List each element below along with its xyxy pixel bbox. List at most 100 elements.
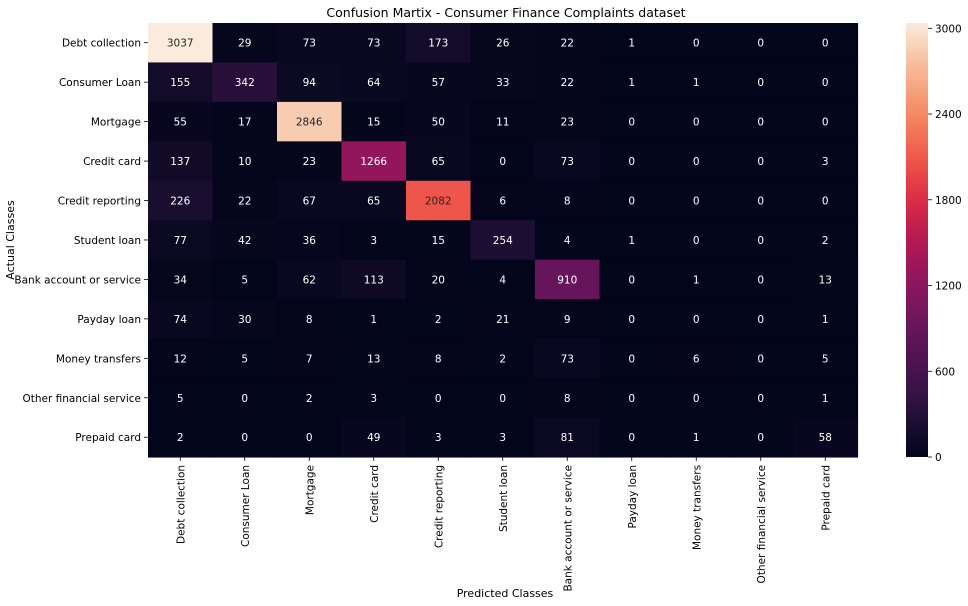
heatmap-cell (148, 141, 214, 182)
heatmap-cell (277, 180, 343, 221)
heatmap-cell (599, 23, 665, 64)
cell-value: 4 (499, 274, 506, 286)
cell-value: 4 (564, 235, 571, 247)
heatmap-cell (470, 101, 536, 142)
cell-value: 73 (367, 38, 380, 50)
heatmap-cell (793, 23, 859, 64)
cell-value: 0 (628, 196, 635, 208)
heatmap-cell (599, 220, 665, 261)
heatmap-cell (470, 417, 536, 458)
cell-value: 1 (693, 77, 700, 89)
heatmap-cell (406, 299, 472, 340)
cell-value: 74 (174, 314, 188, 326)
heatmap-cell (793, 62, 859, 103)
heatmap-cell (728, 378, 794, 419)
heatmap-cell (470, 62, 536, 103)
column-label: Payday loan (627, 465, 639, 529)
cell-value: 254 (493, 235, 513, 247)
cell-value: 113 (364, 274, 384, 286)
heatmap-cell (664, 259, 730, 300)
cell-value: 8 (435, 353, 442, 365)
heatmap-cell (212, 220, 278, 261)
colorbar-tick-label: 0 (935, 452, 942, 464)
heatmap-cell (341, 220, 407, 261)
cell-value: 0 (628, 314, 635, 326)
cell-value: 2846 (296, 117, 323, 129)
heatmap-cell (470, 23, 536, 64)
column-label: Money transfers (691, 465, 703, 550)
heatmap-cell (277, 23, 343, 64)
cell-value: 29 (238, 38, 251, 50)
cell-value: 0 (628, 353, 635, 365)
cell-value: 3 (370, 235, 377, 247)
cell-value: 33 (496, 77, 509, 89)
heatmap-cell (406, 101, 472, 142)
heatmap-cells (148, 23, 859, 458)
cell-value: 57 (432, 77, 445, 89)
cell-value: 0 (499, 156, 506, 168)
heatmap-cell (793, 259, 859, 300)
cell-value: 0 (693, 117, 700, 129)
cell-value: 0 (628, 393, 635, 405)
heatmap-cell (664, 220, 730, 261)
heatmap-cell (535, 417, 601, 458)
cell-value: 42 (238, 235, 251, 247)
heatmap-cell (406, 259, 472, 300)
heatmap-cell (599, 141, 665, 182)
heatmap-cell (728, 259, 794, 300)
x-axis-label: Predicted Classes (457, 587, 554, 600)
cell-value: 64 (367, 77, 381, 89)
heatmap-cell (148, 180, 214, 221)
heatmap-cell (535, 299, 601, 340)
heatmap-cell (535, 23, 601, 64)
colorbar-ticks: 0 600 1200 1800 2400 3000 (928, 23, 962, 464)
cell-value: 55 (174, 117, 187, 129)
cell-value: 13 (367, 353, 380, 365)
heatmap-cell (664, 417, 730, 458)
heatmap-cell (277, 259, 343, 300)
cell-value: 1 (822, 393, 829, 405)
cell-value: 23 (303, 156, 316, 168)
heatmap-cell (406, 220, 472, 261)
cell-value: 0 (628, 156, 635, 168)
heatmap-cell (470, 141, 536, 182)
heatmap-cell (535, 220, 601, 261)
heatmap-cell (470, 378, 536, 419)
heatmap-cell (148, 101, 214, 142)
cell-value: 0 (693, 38, 700, 50)
row-tick-labels: Debt collection Consumer Loan Mortgage Cred… (14, 38, 148, 444)
heatmap-cell (728, 417, 794, 458)
cell-value: 0 (693, 393, 700, 405)
cell-value: 65 (367, 196, 380, 208)
cell-value: 62 (303, 274, 316, 286)
colorbar-tick-label: 1800 (935, 195, 962, 207)
heatmap-cell (793, 220, 859, 261)
cell-value: 0 (435, 393, 442, 405)
cell-value: 0 (628, 117, 635, 129)
cell-value: 0 (822, 117, 829, 129)
cell-value: 50 (432, 117, 445, 129)
chart-title: Confusion Martix - Consumer Finance Comp… (326, 5, 685, 20)
heatmap-cell (793, 141, 859, 182)
cell-value: 20 (432, 274, 445, 286)
heatmap-cell (470, 259, 536, 300)
row-label: Mortgage (91, 117, 141, 129)
cell-value: 58 (819, 432, 832, 444)
cell-value: 15 (367, 117, 380, 129)
heatmap-cell (535, 259, 601, 300)
cell-value: 67 (303, 196, 316, 208)
heatmap-cell (406, 180, 472, 221)
heatmap-cell (728, 220, 794, 261)
cell-value: 1 (628, 235, 635, 247)
heatmap-cell (728, 299, 794, 340)
heatmap-cell (341, 23, 407, 64)
heatmap-cell (277, 378, 343, 419)
cell-value: 0 (757, 274, 764, 286)
column-label: Consumer Loan (240, 465, 252, 547)
heatmap-cell (212, 101, 278, 142)
cell-value: 15 (432, 235, 445, 247)
heatmap-cell (341, 259, 407, 300)
cell-value: 0 (693, 156, 700, 168)
heatmap-cell (406, 338, 472, 379)
cell-value: 0 (628, 432, 635, 444)
